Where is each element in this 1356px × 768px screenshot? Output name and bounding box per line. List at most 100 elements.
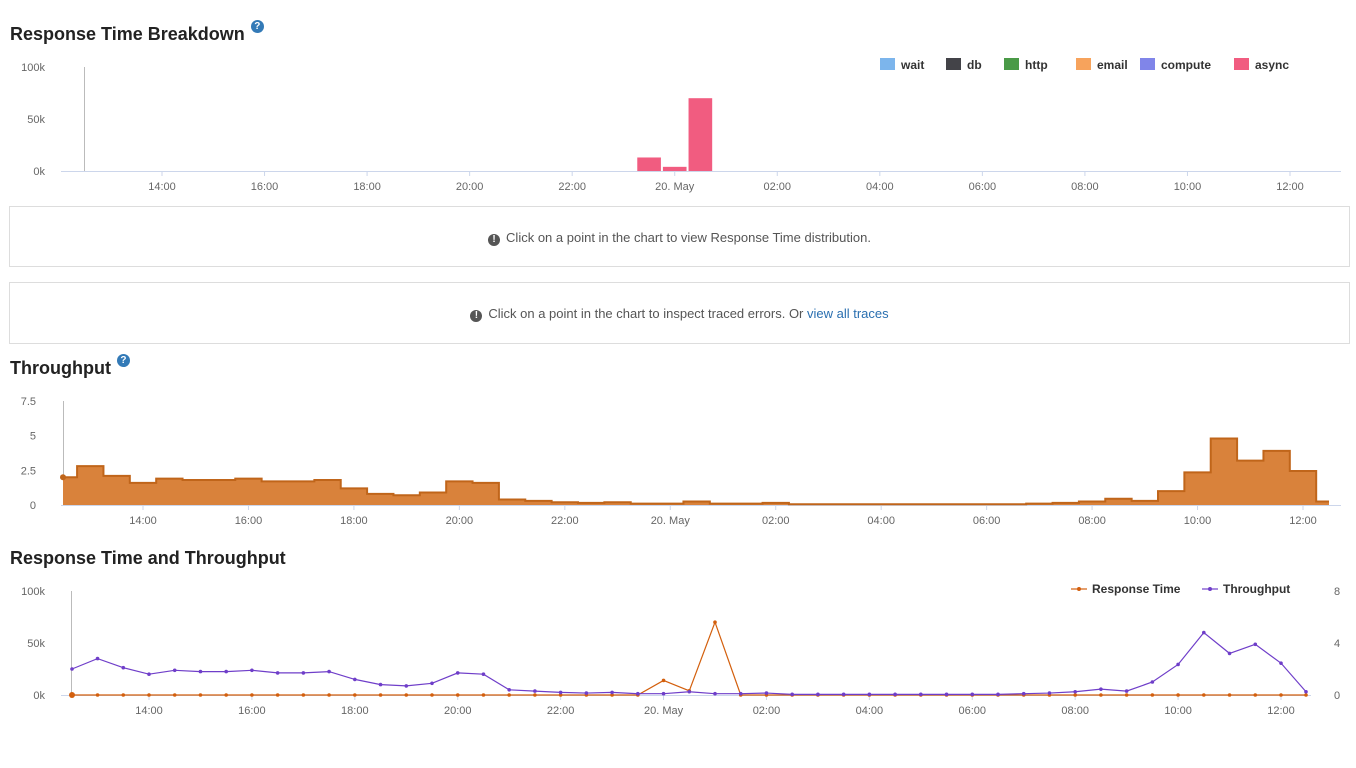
traces-panel: ! Click on a point in the chart to inspec… <box>9 282 1350 344</box>
x-tick-label: 08:00 <box>1078 515 1106 527</box>
x-tick-label: 14:00 <box>148 181 176 193</box>
point-response-time <box>713 620 717 624</box>
point-response-time <box>1124 693 1129 697</box>
x-tick-label: 12:00 <box>1267 705 1295 717</box>
point-response-time <box>147 693 151 697</box>
x-tick-label: 02:00 <box>762 515 790 527</box>
line-throughput <box>71 631 1307 695</box>
point-throughput <box>250 668 254 673</box>
point-response-time <box>1227 693 1232 697</box>
point-throughput <box>1150 680 1155 684</box>
point-response-time <box>1253 693 1258 697</box>
x-tick-label: 10:00 <box>1174 181 1202 193</box>
point-response-time <box>455 693 460 697</box>
breakdown-title-text: Response Time Breakdown <box>10 24 245 44</box>
y-tick-label: 7.5 <box>21 396 36 408</box>
point-response-time <box>250 693 254 697</box>
point-throughput <box>893 692 897 697</box>
breakdown-title: Response Time Breakdown? <box>10 20 264 45</box>
y-right-tick-label: 4 <box>1334 638 1340 650</box>
x-tick-label: 02:00 <box>753 705 781 717</box>
point-response-time <box>378 693 383 697</box>
point-response-time <box>1073 693 1077 697</box>
x-tick-label: 12:00 <box>1276 181 1304 193</box>
point-throughput <box>764 691 769 695</box>
bar-async <box>637 157 661 171</box>
legend-label-response-time: Response Time <box>1092 582 1181 596</box>
x-tick-label: 06:00 <box>959 705 987 717</box>
x-tick-label: 08:00 <box>1071 181 1099 193</box>
point-throughput <box>970 692 975 697</box>
view-all-traces-link[interactable]: view all traces <box>807 306 889 321</box>
x-tick-label: 20:00 <box>446 515 474 527</box>
point-response-time <box>198 693 203 697</box>
point-throughput <box>404 684 409 688</box>
point-response-time <box>481 693 486 697</box>
point-throughput <box>1304 689 1308 694</box>
question-circle-icon[interactable]: ? <box>116 354 130 367</box>
point-throughput <box>275 671 280 675</box>
y-tick-label: 0 <box>30 500 36 512</box>
combined-title: Response Time and Throughput <box>10 548 286 569</box>
x-tick-label: 12:00 <box>1289 515 1317 527</box>
point-throughput <box>1047 691 1052 695</box>
legend-marker-0 <box>1077 587 1081 591</box>
point-response-time <box>327 693 331 697</box>
point-throughput <box>816 692 820 697</box>
throughput-title-text: Throughput <box>10 358 111 378</box>
x-tick-label: 20:00 <box>444 705 472 717</box>
legend-label-async: async <box>1255 58 1289 72</box>
x-tick-label: 18:00 <box>353 181 381 193</box>
point-response-time <box>121 693 126 697</box>
legend-label-email: email <box>1097 58 1128 72</box>
x-tick-label: 20. May <box>655 181 695 193</box>
y-left-tick-label: 0k <box>33 690 45 702</box>
x-tick-label: 16:00 <box>238 705 266 717</box>
point-response-time <box>430 693 434 697</box>
point-throughput <box>172 668 177 673</box>
point-throughput <box>481 672 486 676</box>
point-response-time <box>558 693 563 697</box>
point-throughput <box>1124 689 1129 693</box>
point-throughput <box>1253 642 1258 647</box>
point-throughput <box>790 692 794 697</box>
exclamation-circle-icon: ! <box>488 234 501 246</box>
x-tick-label: 10:00 <box>1184 515 1212 527</box>
question-circle-icon[interactable]: ? <box>250 20 264 33</box>
legend-swatch-http <box>1004 58 1019 70</box>
combined-title-text: Response Time and Throughput <box>10 548 286 568</box>
point-throughput <box>610 690 614 695</box>
point-throughput <box>687 689 692 694</box>
line-response-time <box>72 620 1306 696</box>
x-tick-label: 06:00 <box>969 181 997 193</box>
x-tick-label: 04:00 <box>867 515 895 527</box>
point-throughput <box>1021 691 1026 696</box>
combined-chart[interactable]: 0k 50k 100k 0 4 8 14:00 16:00 18:00 20:00 22:00 20.… <box>0 578 1356 728</box>
throughput-hover-point <box>60 474 66 481</box>
legend-label-compute: compute <box>1161 58 1211 72</box>
point-throughput <box>713 691 717 696</box>
x-tick-label: 10:00 <box>1164 705 1192 717</box>
legend-swatch-email <box>1076 58 1091 70</box>
x-tick-label: 18:00 <box>341 705 369 717</box>
point-throughput <box>147 672 151 676</box>
y-tick-label: 100k <box>21 62 45 74</box>
point-response-time <box>353 693 357 697</box>
point-throughput <box>1202 630 1206 635</box>
point-throughput <box>1176 662 1180 667</box>
legend-label-http: http <box>1025 58 1048 72</box>
point-throughput <box>430 681 434 686</box>
point-response-time <box>301 693 306 697</box>
point-throughput <box>507 688 511 692</box>
throughput-chart[interactable]: 0 2.5 5 7.5 14:00 16:00 18:00 20:00 22:00 20. May… <box>0 390 1356 540</box>
point-response-time <box>610 693 614 697</box>
y-tick-label: 50k <box>27 114 45 126</box>
point-response-time <box>1304 693 1308 697</box>
point-throughput <box>70 667 74 671</box>
point-throughput <box>584 691 589 695</box>
legend-swatch-wait <box>880 58 895 70</box>
x-tick-label: 08:00 <box>1061 705 1089 717</box>
point-response-time <box>224 693 228 697</box>
breakdown-chart[interactable]: 0k 50k 100k 14:00 16:00 18:00 20:00 22:00 20. Ma… <box>0 55 1356 250</box>
point-throughput <box>353 677 357 682</box>
